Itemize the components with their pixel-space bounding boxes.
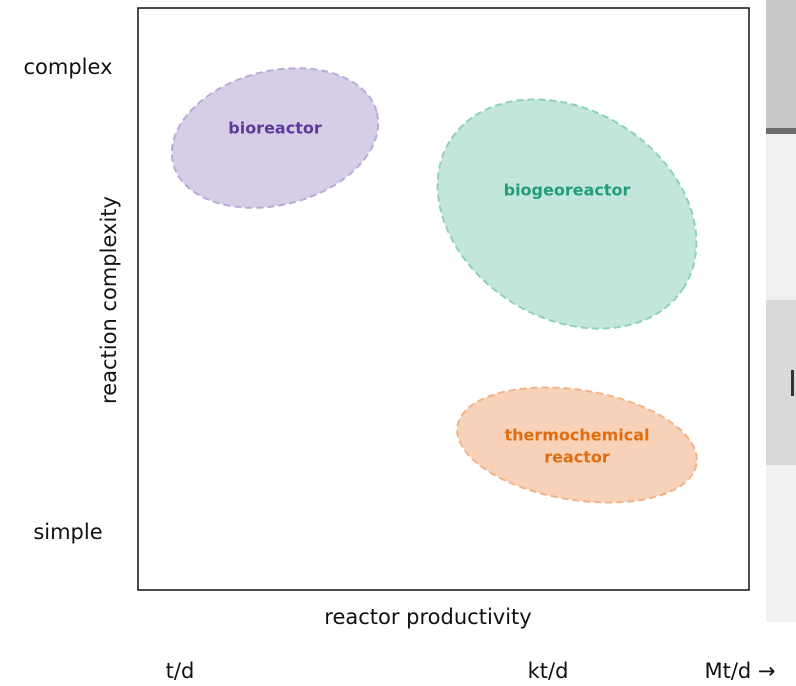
region-label: thermochemical xyxy=(504,426,649,445)
bioreactor-region xyxy=(170,67,380,209)
region-label: bioreactor xyxy=(228,119,322,138)
y-low-label: simple xyxy=(33,520,102,544)
thermochemical-region xyxy=(456,386,698,504)
side-panel xyxy=(766,0,796,622)
x-tick-label: Mt/d → xyxy=(704,659,775,683)
region-label: reactor xyxy=(544,448,610,467)
x-axis-label: reactor productivity xyxy=(324,605,531,629)
y-axis-label: reaction complexity xyxy=(97,196,121,404)
x-tick-label: kt/d xyxy=(528,659,569,683)
region-label: biogeoreactor xyxy=(504,181,631,200)
y-high-label: complex xyxy=(24,55,113,79)
biogeoreactor-region xyxy=(436,98,698,330)
x-tick-label: t/d xyxy=(166,659,195,683)
plot-frame xyxy=(137,7,750,591)
